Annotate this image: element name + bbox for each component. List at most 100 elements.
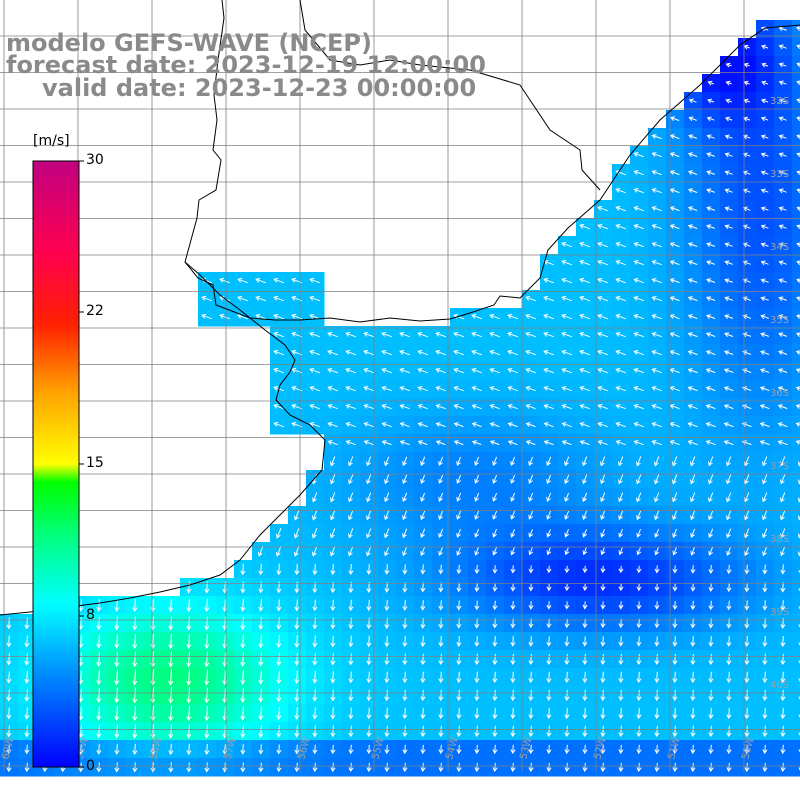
wind-arrow (492, 528, 498, 538)
wind-arrow (456, 762, 462, 773)
wind-arrow (633, 242, 644, 248)
wind-arrow (330, 546, 336, 557)
wind-arrow (778, 134, 787, 140)
wind-arrow (543, 295, 555, 302)
wind-arrow (381, 440, 392, 446)
wind-arrow (742, 296, 751, 302)
wind-arrow (597, 368, 608, 374)
wind-arrow (399, 422, 410, 428)
wind-arrow (528, 529, 534, 538)
wind-arrow (384, 456, 390, 467)
wind-arrow (528, 510, 534, 520)
wind-arrow (525, 440, 536, 446)
wind-arrow (132, 651, 138, 668)
wind-arrow (687, 152, 698, 158)
wind-arrow (582, 474, 588, 485)
wind-arrow (384, 546, 390, 557)
wind-arrow (366, 599, 372, 612)
wind-arrow (309, 349, 321, 356)
wind-arrow (778, 188, 787, 194)
wind-arrow (186, 651, 192, 668)
wind-arrow (528, 583, 534, 592)
wind-arrow (348, 510, 354, 521)
wind-arrow (402, 762, 408, 773)
wind-arrow (726, 707, 732, 720)
wind-arrow (6, 725, 12, 738)
wind-arrow (579, 331, 591, 338)
latitude-label: 37S (770, 461, 789, 472)
wind-arrow (456, 600, 462, 611)
wind-arrow (132, 634, 138, 649)
wind-arrow (725, 62, 732, 68)
wind-arrow (708, 600, 714, 611)
wind-arrow (654, 636, 660, 647)
wind-arrow (561, 277, 573, 284)
wind-arrow (204, 743, 210, 755)
wind-cell (792, 740, 800, 759)
wind-arrow (760, 116, 769, 122)
wind-arrow (510, 492, 516, 502)
wind-arrow (489, 331, 501, 338)
wind-arrow (687, 278, 698, 283)
wind-arrow (636, 601, 642, 610)
latitude-labels: 32S 33S 34S 35S 36S 37S 38S 39S 40S (770, 96, 789, 691)
wind-arrow (633, 170, 644, 176)
wind-arrow (618, 689, 624, 702)
map-title-forecast-date: forecast date: 2023-12-19 12:00:00 (6, 51, 486, 79)
wind-arrow (633, 404, 644, 410)
wind-arrow (633, 278, 644, 284)
wind-arrow (510, 510, 516, 520)
wind-arrow (615, 422, 626, 428)
wind-arrow (597, 332, 609, 338)
wind-arrow (633, 296, 644, 302)
wind-arrow (778, 260, 787, 266)
wind-arrow (474, 653, 480, 666)
wind-arrow (474, 456, 480, 467)
wind-arrow (636, 456, 642, 467)
wind-arrow (366, 635, 372, 648)
wind-arrow (345, 386, 356, 392)
wind-cell (792, 182, 800, 201)
wind-arrow (456, 492, 462, 502)
wind-arrow (384, 492, 390, 503)
wind-arrow (402, 707, 408, 720)
wind-arrow (688, 116, 697, 122)
wind-arrow (688, 134, 698, 140)
wind-arrow (564, 565, 570, 574)
wind-arrow (528, 707, 534, 720)
wind-arrow (276, 762, 282, 773)
wind-arrow (420, 671, 426, 684)
wind-cell (792, 38, 800, 57)
wind-arrow (564, 510, 570, 520)
wind-arrow (579, 259, 591, 266)
wind-cell (792, 290, 800, 309)
wind-arrow (384, 599, 390, 611)
wind-arrow (561, 440, 572, 446)
wind-arrow (546, 510, 552, 520)
argentina-coast (0, 261, 326, 616)
wind-arrow (510, 689, 516, 702)
wind-arrow (744, 671, 750, 684)
wind-arrow (474, 725, 480, 738)
wind-arrow (600, 492, 606, 503)
wind-arrow (345, 422, 356, 428)
wind-arrow (492, 547, 498, 556)
wind-arrow (528, 653, 534, 665)
wind-cell (792, 704, 800, 723)
wind-arrow (618, 762, 624, 773)
wind-arrow (204, 651, 210, 668)
wind-arrow (561, 259, 573, 266)
wind-arrow (636, 653, 642, 665)
wind-arrow (600, 707, 606, 720)
wind-cell (792, 596, 800, 615)
wind-arrow (708, 564, 714, 574)
wind-arrow (780, 744, 786, 755)
wind-arrow (615, 206, 626, 212)
wind-arrow (366, 744, 372, 755)
wind-arrow (150, 633, 156, 649)
wind-arrow (778, 116, 787, 122)
wind-arrow (687, 260, 698, 265)
wind-arrow (597, 440, 608, 446)
wind-arrow (309, 422, 320, 428)
wind-arrow (240, 616, 246, 631)
